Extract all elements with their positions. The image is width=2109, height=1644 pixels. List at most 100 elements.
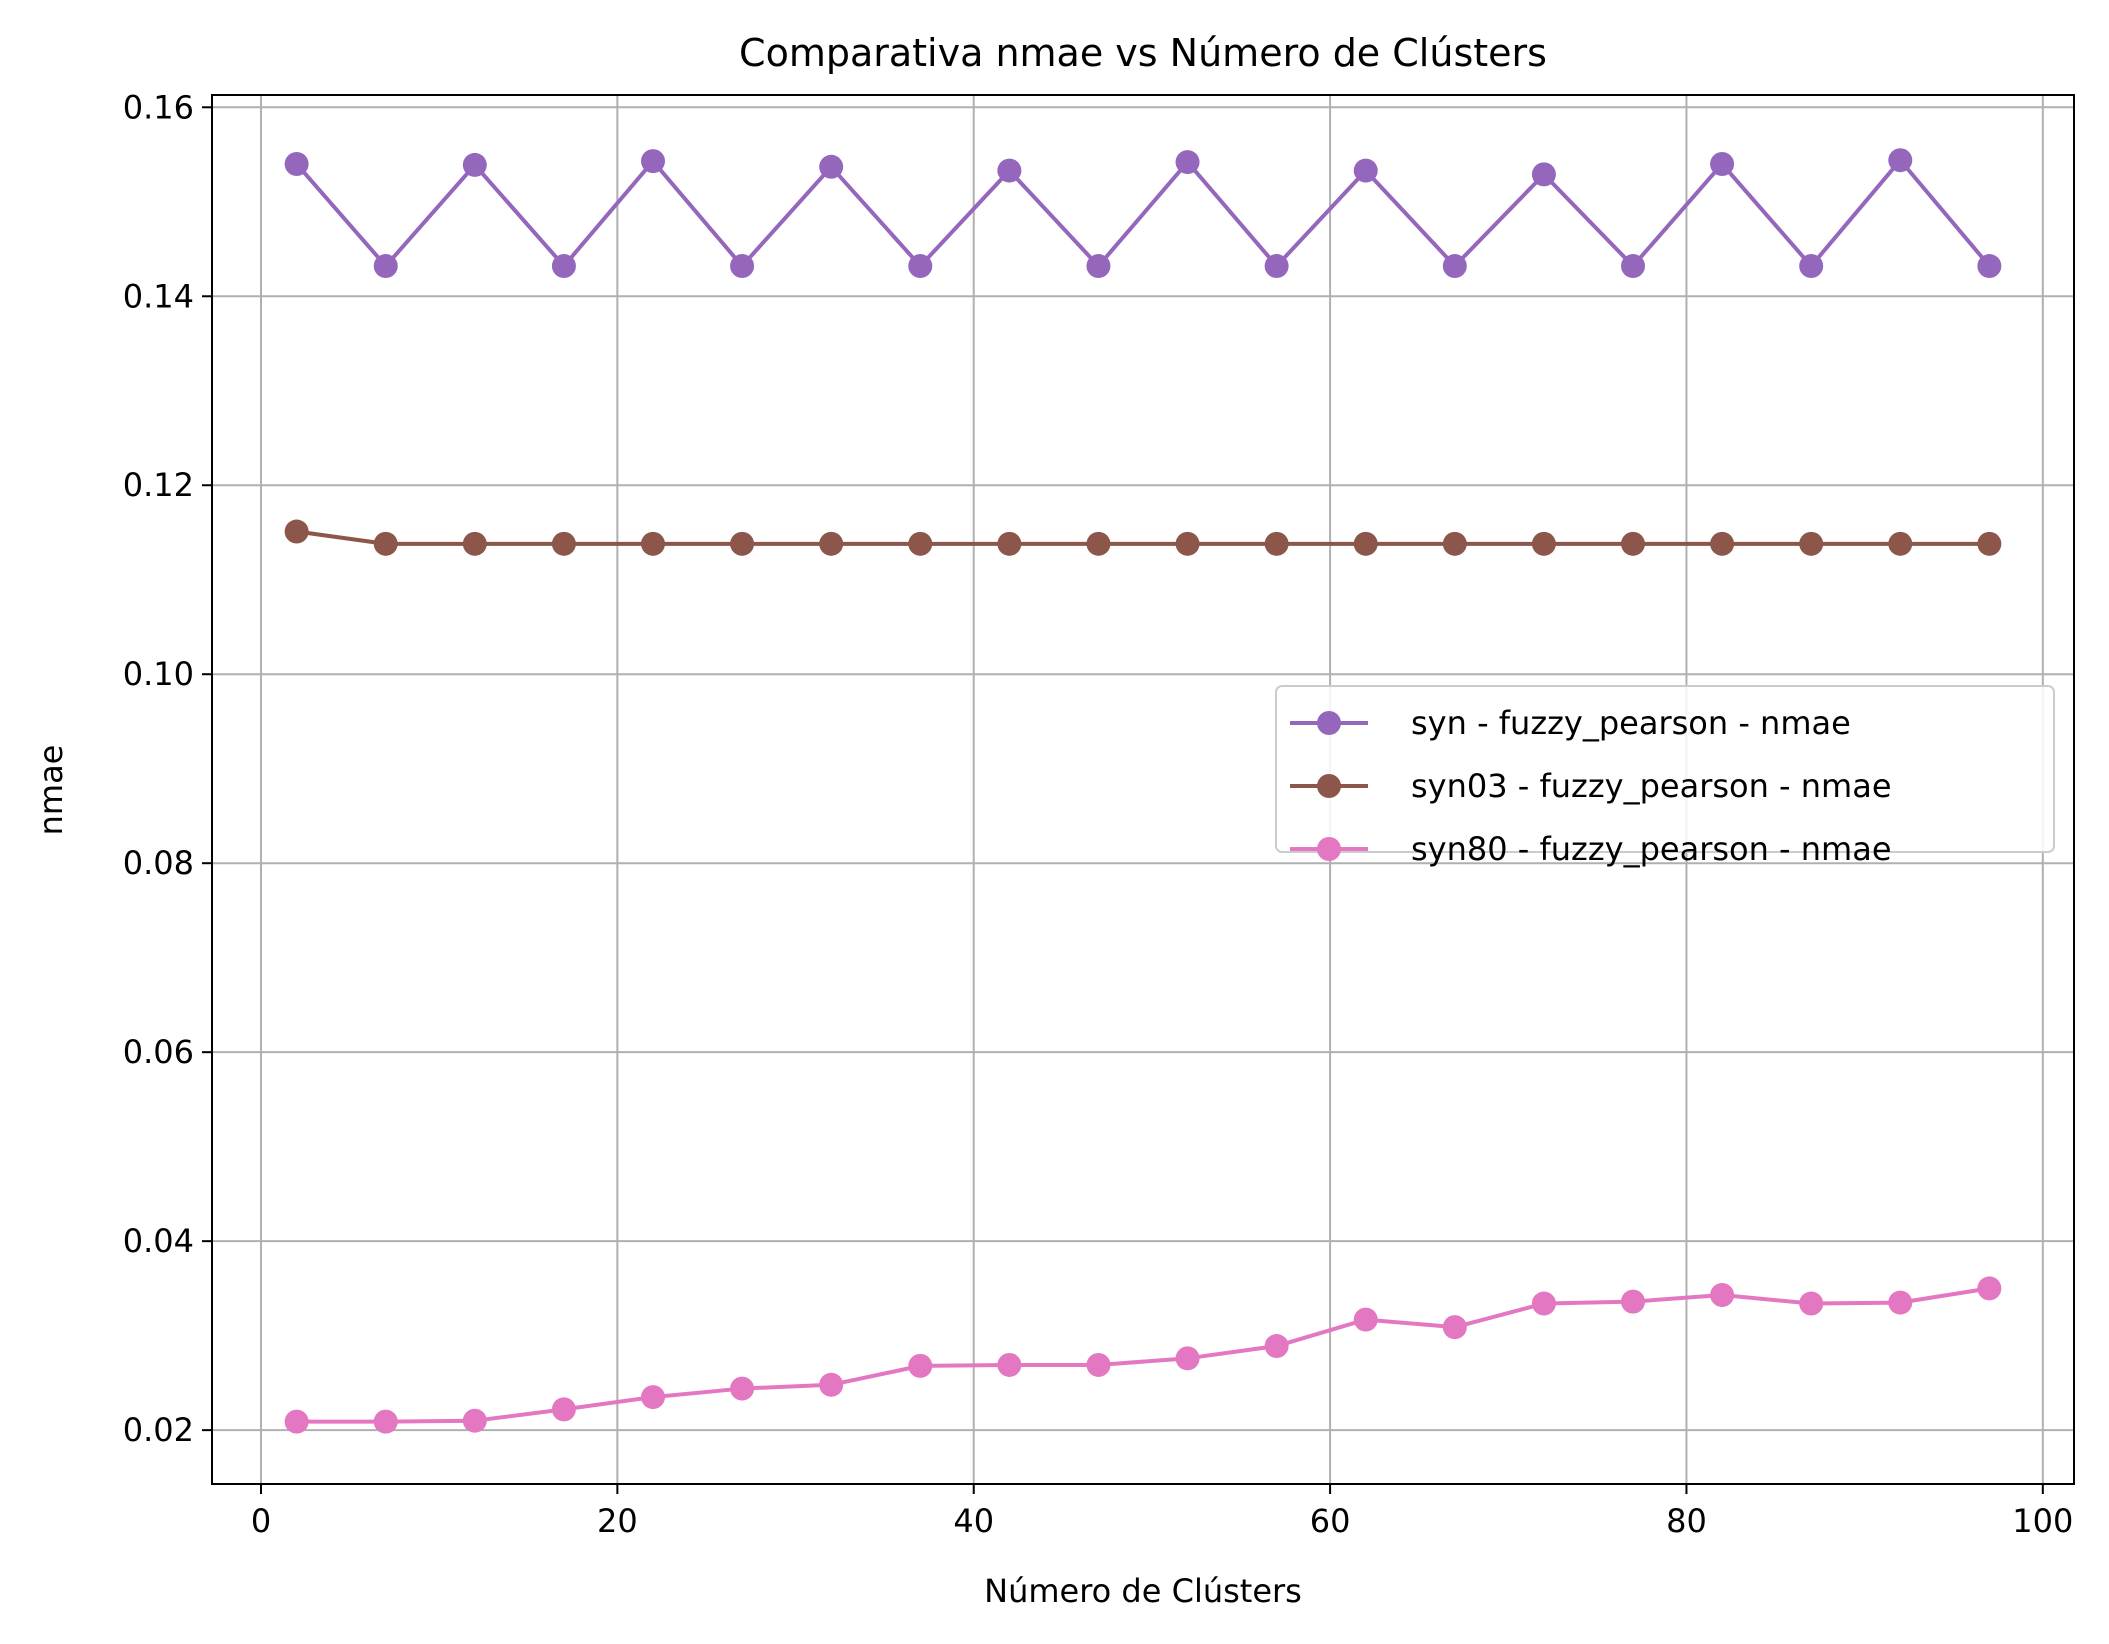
legend-label: syn03 - fuzzy_pearson - nmae <box>1411 767 1892 805</box>
series-line <box>296 529 1990 546</box>
data-point <box>819 1372 844 1397</box>
data-point <box>1977 254 2002 279</box>
data-point <box>1531 1291 1556 1316</box>
series-line <box>296 1286 1990 1424</box>
data-point <box>997 531 1022 556</box>
y-tick-label: 0.14 <box>123 277 194 315</box>
data-point <box>997 1352 1022 1377</box>
data-point <box>462 531 487 556</box>
data-point <box>1710 531 1735 556</box>
legend: syn - fuzzy_pearson - nmae syn03 - fuzzy_… <box>1275 685 2055 868</box>
data-point <box>1175 1346 1200 1371</box>
data-point <box>1621 531 1645 556</box>
data-point <box>1710 1283 1735 1308</box>
axis-ticks: 0 20 40 60 80 100 0.02 0.04 0.06 0.08 0.10 0.12 0.14… <box>123 88 2074 1540</box>
legend-item: syn03 - fuzzy_pearson - nmae <box>1290 767 1892 805</box>
data-point <box>1888 1290 1913 1315</box>
data-point <box>1264 531 1289 556</box>
data-point <box>551 531 576 556</box>
x-tick-label: 60 <box>1310 1502 1351 1540</box>
y-tick-label: 0.02 <box>123 1411 194 1449</box>
series-line <box>295 158 1991 269</box>
grid <box>212 95 2074 1484</box>
data-point <box>997 158 1022 183</box>
legend-label: syn80 - fuzzy_pearson - nmae <box>1411 830 1892 868</box>
y-axis-label: nmae <box>32 745 70 836</box>
data-point <box>730 531 755 556</box>
series-layer <box>284 148 2002 1434</box>
data-point <box>908 531 933 556</box>
x-tick-label: 0 <box>251 1502 271 1540</box>
data-point <box>1086 254 1111 279</box>
plot-frame <box>211 94 2075 1485</box>
y-tick-label: 0.10 <box>123 655 194 693</box>
data-point <box>373 254 398 279</box>
data-point <box>819 531 844 556</box>
data-point <box>284 519 309 544</box>
legend-item: syn - fuzzy_pearson - nmae <box>1290 704 1851 742</box>
data-point <box>462 1408 487 1433</box>
data-point <box>1531 531 1556 556</box>
chart-title: Comparativa nmae vs Número de Clústers <box>739 31 1547 75</box>
data-point <box>551 1397 576 1422</box>
data-point <box>1175 531 1200 556</box>
legend-item: syn80 - fuzzy_pearson - nmae <box>1290 830 1892 868</box>
data-point <box>1086 1352 1111 1377</box>
data-point <box>1353 531 1378 556</box>
legend-label: syn - fuzzy_pearson - nmae <box>1411 704 1851 742</box>
data-point <box>1621 254 1645 279</box>
data-point <box>1888 531 1913 556</box>
data-point <box>551 254 576 279</box>
data-point <box>373 1409 398 1434</box>
data-point <box>284 1409 309 1434</box>
data-point <box>908 254 933 279</box>
data-point <box>373 531 398 556</box>
legend-box <box>1275 685 2055 853</box>
data-point <box>1977 1276 2002 1301</box>
data-point <box>641 531 665 556</box>
legend-marker <box>1317 837 1341 861</box>
series-0 <box>284 148 2002 279</box>
data-point <box>1353 1307 1378 1332</box>
data-point <box>1710 151 1735 176</box>
data-point <box>1531 162 1556 187</box>
data-point <box>1086 531 1111 556</box>
data-point <box>1442 254 1467 279</box>
data-point <box>462 152 487 177</box>
data-point <box>1264 1334 1289 1359</box>
data-point <box>1799 254 1824 279</box>
data-point <box>908 1353 933 1378</box>
data-point <box>819 154 844 179</box>
x-tick-label: 40 <box>953 1502 994 1540</box>
legend-marker <box>1317 711 1341 735</box>
data-point <box>284 151 309 176</box>
data-point <box>1442 531 1467 556</box>
data-point <box>1888 148 1913 173</box>
y-tick-label: 0.12 <box>123 466 194 504</box>
data-point <box>1442 1315 1467 1340</box>
data-point <box>730 254 755 279</box>
data-point <box>641 149 665 174</box>
y-tick-label: 0.04 <box>123 1222 194 1260</box>
series-1 <box>284 519 2002 556</box>
data-point <box>1799 531 1824 556</box>
data-point <box>1977 531 2002 556</box>
y-tick-label: 0.16 <box>123 88 194 126</box>
data-point <box>1264 254 1289 279</box>
y-tick-label: 0.08 <box>123 844 194 882</box>
data-point <box>1799 1291 1824 1316</box>
x-tick-label: 100 <box>2012 1502 2073 1540</box>
series-2 <box>284 1276 2002 1434</box>
legend-marker <box>1317 774 1341 798</box>
data-point <box>730 1376 755 1401</box>
x-axis-label: Número de Clústers <box>984 1572 1302 1610</box>
x-tick-label: 20 <box>597 1502 638 1540</box>
x-tick-label: 80 <box>1666 1502 1707 1540</box>
data-point <box>1621 1289 1645 1314</box>
data-point <box>641 1385 665 1410</box>
y-tick-label: 0.06 <box>123 1033 194 1071</box>
data-point <box>1353 158 1378 183</box>
data-point <box>1175 150 1200 175</box>
